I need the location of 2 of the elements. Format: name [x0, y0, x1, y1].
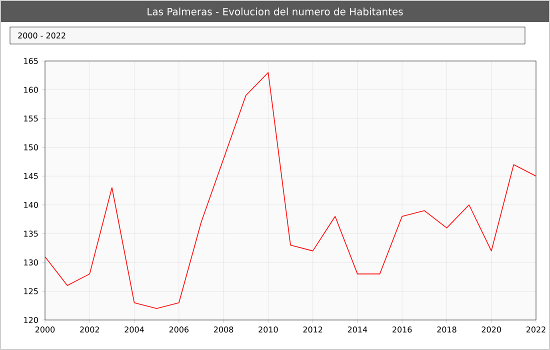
- chart-title: Las Palmeras - Evolucion del numero de Habitantes: [148, 8, 403, 16]
- line-series: [45, 72, 536, 309]
